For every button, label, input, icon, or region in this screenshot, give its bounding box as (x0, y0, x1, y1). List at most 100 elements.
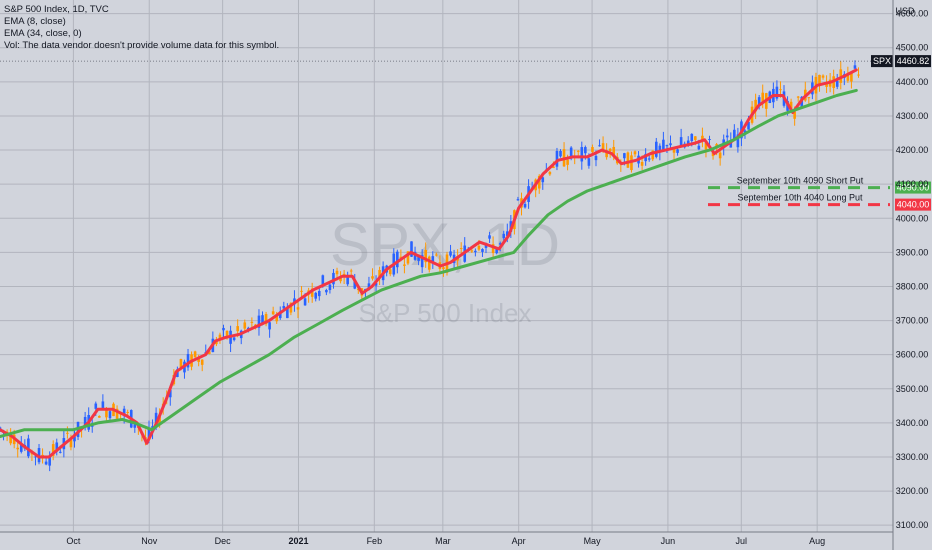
candle-body (789, 101, 793, 110)
candle-body (179, 358, 183, 368)
candle-body (193, 351, 197, 358)
candle-body (608, 148, 612, 152)
candle-body (505, 231, 509, 236)
candle-body (559, 150, 562, 157)
candle-body (598, 145, 601, 147)
candle-body (257, 315, 261, 328)
y-tick-label: 3100.00 (896, 520, 929, 530)
candle-body (222, 327, 225, 331)
candle-body (818, 74, 821, 85)
candle-body (651, 150, 655, 160)
candle-body (576, 150, 580, 152)
candle-body (679, 137, 683, 147)
candle-body (310, 288, 314, 297)
candle-body (168, 389, 172, 398)
candle-body (108, 411, 112, 419)
candle-body (321, 275, 325, 285)
candle-body (704, 143, 708, 150)
candle-body (69, 437, 73, 448)
candle-body (694, 136, 697, 140)
candle-body (686, 140, 690, 146)
y-tick-label: 3800.00 (896, 281, 929, 291)
candle-body (779, 89, 782, 91)
candle-body (94, 403, 98, 409)
candle-body (644, 153, 647, 162)
candle-body (282, 306, 286, 309)
symbol-tag-text: SPX (873, 56, 891, 66)
candle-body (427, 256, 431, 270)
ema34-line (0, 88, 858, 438)
candle-body (481, 249, 484, 252)
candle-body (261, 315, 264, 325)
candle-body (300, 290, 303, 292)
candle-body (374, 282, 378, 286)
candle-body (729, 140, 733, 148)
y-tick-label: 3400.00 (896, 418, 929, 428)
candle-body (825, 82, 828, 87)
x-tick-label: Mar (435, 536, 451, 546)
legend-ema34: EMA (34, close, 0) (4, 28, 82, 39)
x-tick-label: Dec (215, 536, 232, 546)
candle-body (16, 447, 20, 450)
candle-body (286, 307, 289, 319)
candle-body (708, 138, 711, 140)
candle-body (158, 416, 161, 424)
candle-body (676, 149, 679, 153)
y-tick-label: 4100.00 (896, 179, 929, 189)
watermark-name: S&P 500 Index (359, 298, 532, 328)
candle-body (208, 351, 211, 355)
candle-body (335, 270, 339, 275)
candle-body (19, 444, 23, 452)
candle-body (48, 457, 51, 466)
price-tag-text: 4090.00 (897, 183, 930, 193)
y-tick-label: 4000.00 (896, 213, 929, 223)
candle-body (388, 269, 392, 275)
candle-body (346, 275, 349, 285)
candle-body (449, 251, 452, 256)
y-tick-label: 4500.00 (896, 43, 929, 53)
candle-body (232, 337, 236, 341)
grid (0, 0, 893, 532)
candle-body (289, 302, 293, 313)
candle-body (186, 354, 190, 368)
candle-body (34, 456, 37, 458)
candle-body (197, 358, 200, 362)
candle-body (591, 147, 594, 152)
candle-body (747, 121, 750, 130)
price-line-label: September 10th 4040 Long Put (737, 193, 863, 203)
x-tick-label: Apr (512, 536, 526, 546)
x-tick-label: Jun (661, 536, 676, 546)
candle-body (133, 424, 137, 428)
candle-body (51, 444, 55, 456)
candle-body (66, 432, 69, 434)
y-tick-label: 3700.00 (896, 316, 929, 326)
candle-body (275, 316, 279, 322)
candle-body (371, 276, 374, 279)
legend-ema8: EMA (8, close) (4, 16, 66, 27)
candle-body (690, 133, 694, 142)
ema8-line (0, 68, 858, 459)
candle-body (516, 199, 520, 201)
candle-body (569, 147, 573, 159)
y-tick-label: 3200.00 (896, 486, 929, 496)
candle-body (552, 166, 555, 169)
candle-body (9, 432, 12, 444)
candle-body (757, 97, 761, 105)
candle-body (662, 139, 665, 151)
candle-body (44, 461, 48, 465)
candle-body (488, 235, 491, 239)
candle-body (55, 442, 59, 452)
candle-body (424, 249, 428, 263)
candle-body (406, 251, 410, 264)
candle-body (474, 250, 477, 253)
candle-body (807, 97, 811, 99)
candle-body (303, 298, 307, 306)
candle-body (584, 147, 587, 154)
candle-body (396, 251, 399, 268)
candle-body (154, 412, 158, 423)
candle-body (672, 147, 676, 153)
x-tick-label: Jul (736, 536, 748, 546)
candle-body (502, 233, 506, 239)
candle-body (523, 204, 527, 208)
